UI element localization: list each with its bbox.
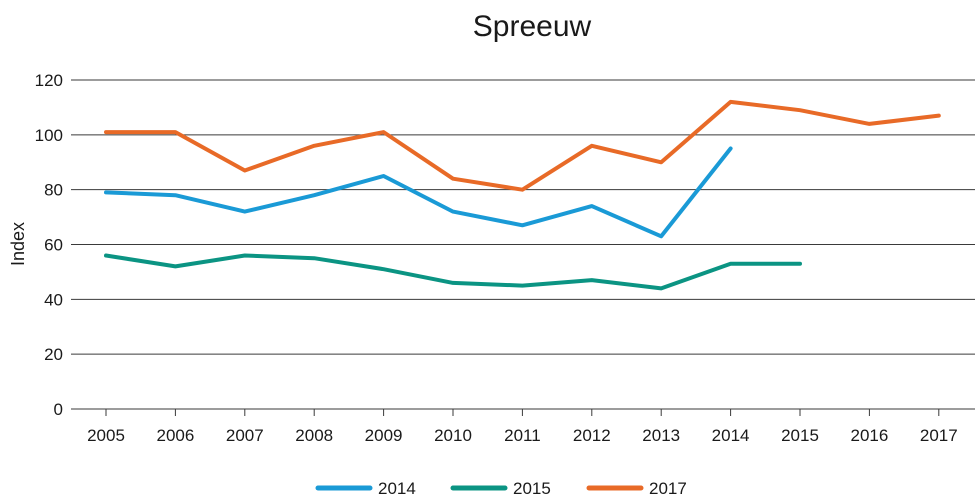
x-axis-ticks: 2005 2006 2007 2008 2009 2010 2011 2012 2013 2014… <box>87 409 958 445</box>
x-tick-label: 2016 <box>850 426 888 445</box>
legend: 2014 2015 2017 <box>315 479 687 498</box>
x-tick-label: 2011 <box>504 426 541 445</box>
series-line-2014 <box>104 146 733 239</box>
x-tick-label: 2010 <box>434 426 472 445</box>
legend-label-2017: 2017 <box>649 479 687 498</box>
x-tick-label: 2017 <box>920 426 958 445</box>
x-tick-label: 2009 <box>365 426 403 445</box>
y-tick-label: 120 <box>35 71 63 90</box>
x-tick-label: 2005 <box>87 426 125 445</box>
y-tick-label: 20 <box>44 345 63 364</box>
series-line-2017 <box>104 99 941 192</box>
y-tick-label: 0 <box>54 400 63 419</box>
y-axis-ticks: 0 20 40 60 80 100 120 <box>35 71 63 419</box>
gridlines <box>71 79 975 355</box>
x-tick-label: 2006 <box>156 426 194 445</box>
legend-label-2015: 2015 <box>513 479 551 498</box>
y-tick-label: 80 <box>44 181 63 200</box>
x-tick-label: 2013 <box>642 426 680 445</box>
x-tick-label: 2015 <box>781 426 819 445</box>
series-line-2015 <box>104 253 802 291</box>
chart-title: Spreeuw <box>473 10 592 43</box>
series-lines <box>104 99 941 291</box>
x-tick-label: 2007 <box>226 426 264 445</box>
x-tick-label: 2008 <box>295 426 333 445</box>
x-tick-label: 2012 <box>573 426 611 445</box>
y-tick-label: 60 <box>44 236 63 255</box>
x-tick-label: 2014 <box>712 426 750 445</box>
y-axis-label: Index <box>8 222 28 266</box>
legend-label-2014: 2014 <box>378 479 416 498</box>
y-tick-label: 100 <box>35 126 63 145</box>
y-tick-label: 40 <box>44 290 63 309</box>
